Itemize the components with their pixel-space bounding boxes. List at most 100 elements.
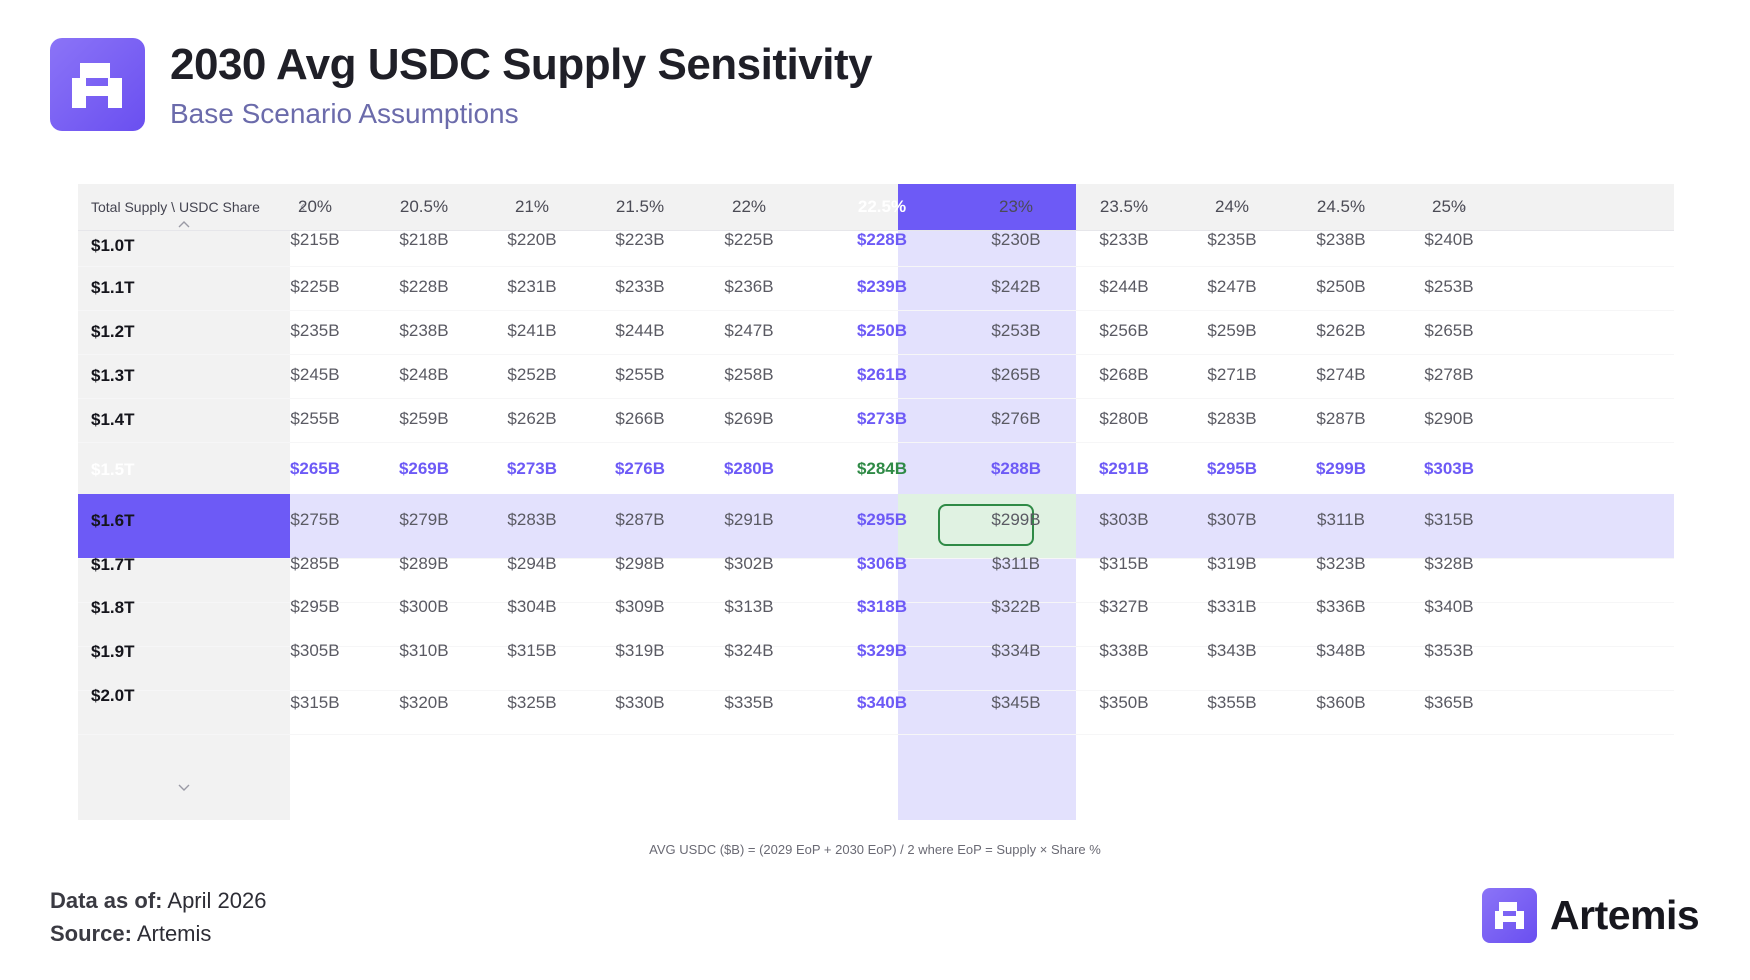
table-cell[interactable]: $305B xyxy=(290,641,340,660)
table-cell[interactable]: $338B xyxy=(1099,641,1149,660)
table-cell[interactable]: $247B xyxy=(1207,277,1257,296)
table-cell[interactable]: $276B xyxy=(614,459,666,478)
table-cell[interactable]: $322B xyxy=(991,597,1041,616)
column-header-2[interactable]: 21% xyxy=(514,197,550,216)
table-cell[interactable]: $304B xyxy=(507,597,557,616)
row-label-2[interactable]: $1.2T xyxy=(91,322,135,341)
table-cell[interactable]: $250B xyxy=(1316,277,1366,296)
table-cell[interactable]: $315B xyxy=(1099,554,1149,573)
table-cell[interactable]: $279B xyxy=(399,510,449,529)
row-label-1[interactable]: $1.1T xyxy=(91,278,135,297)
row-label-6[interactable]: $1.6T xyxy=(91,511,135,530)
table-cell[interactable]: $310B xyxy=(399,641,449,660)
table-cell[interactable]: $238B xyxy=(399,321,449,340)
table-cell[interactable]: $220B xyxy=(507,230,557,249)
table-cell[interactable]: $348B xyxy=(1316,641,1366,660)
table-cell[interactable]: $244B xyxy=(615,321,665,340)
table-cell[interactable]: $235B xyxy=(290,321,340,340)
table-cell[interactable]: $240B xyxy=(1424,230,1474,249)
row-label-5[interactable]: $1.5T xyxy=(91,460,135,479)
table-cell[interactable]: $335B xyxy=(724,693,774,712)
table-cell[interactable]: $255B xyxy=(290,409,340,428)
table-cell[interactable]: $247B xyxy=(724,321,774,340)
table-cell[interactable]: $323B xyxy=(1316,554,1366,573)
table-cell[interactable]: $256B xyxy=(1099,321,1149,340)
column-header-5[interactable]: 22.5% xyxy=(857,197,907,216)
table-cell[interactable]: $294B xyxy=(507,554,557,573)
table-cell[interactable]: $295B xyxy=(290,597,340,616)
chevron-up-icon[interactable] xyxy=(178,220,190,228)
table-cell[interactable]: $228B xyxy=(856,230,908,249)
table-cell[interactable]: $360B xyxy=(1316,693,1366,712)
column-header-10[interactable]: 25% xyxy=(1431,197,1467,216)
column-header-4[interactable]: 22% xyxy=(731,197,767,216)
table-cell[interactable]: $334B xyxy=(991,641,1041,660)
table-cell[interactable]: $271B xyxy=(1207,365,1257,384)
table-cell[interactable]: $275B xyxy=(290,510,340,529)
table-cell[interactable]: $340B xyxy=(856,693,908,712)
table-cell[interactable]: $269B xyxy=(398,459,450,478)
table-cell[interactable]: $329B xyxy=(856,641,908,660)
table-cell[interactable]: $245B xyxy=(290,365,340,384)
table-cell[interactable]: $273B xyxy=(856,409,908,428)
table-cell[interactable]: $284B xyxy=(856,459,908,478)
table-cell[interactable]: $276B xyxy=(991,409,1041,428)
column-header-8[interactable]: 24% xyxy=(1214,197,1250,216)
table-cell[interactable]: $255B xyxy=(615,365,665,384)
table-cell[interactable]: $325B xyxy=(507,693,557,712)
table-cell[interactable]: $315B xyxy=(1424,510,1474,529)
table-cell[interactable]: $235B xyxy=(1207,230,1257,249)
table-cell[interactable]: $311B xyxy=(992,554,1040,573)
table-cell[interactable]: $236B xyxy=(724,277,774,296)
column-header-7[interactable]: 23.5% xyxy=(1099,197,1149,216)
table-cell[interactable]: $311B xyxy=(1317,510,1365,529)
table-cell[interactable]: $218B xyxy=(399,230,449,249)
table-cell[interactable]: $287B xyxy=(615,510,665,529)
table-cell[interactable]: $265B xyxy=(289,459,341,478)
table-cell[interactable]: $265B xyxy=(1424,321,1474,340)
table-cell[interactable]: $244B xyxy=(1099,277,1149,296)
table-cell[interactable]: $303B xyxy=(1423,459,1475,478)
table-cell[interactable]: $262B xyxy=(507,409,557,428)
table-cell[interactable]: $353B xyxy=(1424,641,1474,660)
table-cell[interactable]: $233B xyxy=(615,277,665,296)
table-cell[interactable]: $266B xyxy=(615,409,665,428)
table-cell[interactable]: $345B xyxy=(991,693,1041,712)
row-label-8[interactable]: $1.8T xyxy=(91,598,135,617)
table-cell[interactable]: $330B xyxy=(615,693,665,712)
table-cell[interactable]: $252B xyxy=(507,365,557,384)
table-cell[interactable]: $250B xyxy=(856,321,908,340)
table-cell[interactable]: $289B xyxy=(399,554,449,573)
table-cell[interactable]: $258B xyxy=(724,365,774,384)
table-cell[interactable]: $262B xyxy=(1316,321,1366,340)
table-cell[interactable]: $306B xyxy=(856,554,908,573)
table-cell[interactable]: $365B xyxy=(1424,693,1474,712)
table-cell[interactable]: $319B xyxy=(615,641,665,660)
table-cell[interactable]: $290B xyxy=(1424,409,1474,428)
chevron-left-icon[interactable]: ‹ xyxy=(300,198,306,215)
table-cell[interactable]: $278B xyxy=(1424,365,1474,384)
table-cell[interactable]: $302B xyxy=(724,554,774,573)
table-cell[interactable]: $225B xyxy=(724,230,774,249)
table-cell[interactable]: $283B xyxy=(1207,409,1257,428)
table-cell[interactable]: $230B xyxy=(991,230,1041,249)
chevron-right-icon[interactable]: › xyxy=(1461,198,1467,215)
row-label-9[interactable]: $1.9T xyxy=(91,642,135,661)
row-label-0[interactable]: $1.0T xyxy=(91,236,135,255)
table-cell[interactable]: $295B xyxy=(856,510,908,529)
table-cell[interactable]: $336B xyxy=(1316,597,1366,616)
table-cell[interactable]: $268B xyxy=(1099,365,1149,384)
table-cell[interactable]: $228B xyxy=(399,277,449,296)
table-cell[interactable]: $315B xyxy=(290,693,340,712)
row-label-10[interactable]: $2.0T xyxy=(91,686,135,705)
table-cell[interactable]: $288B xyxy=(990,459,1042,478)
column-header-0[interactable]: 20% xyxy=(297,197,333,216)
table-cell[interactable]: $300B xyxy=(399,597,449,616)
table-cell[interactable]: $318B xyxy=(856,597,908,616)
table-cell[interactable]: $324B xyxy=(724,641,774,660)
table-cell[interactable]: $231B xyxy=(507,277,557,296)
table-cell[interactable]: $327B xyxy=(1099,597,1149,616)
table-cell[interactable]: $283B xyxy=(507,510,557,529)
table-cell[interactable]: $280B xyxy=(1099,409,1149,428)
table-cell[interactable]: $265B xyxy=(991,365,1041,384)
